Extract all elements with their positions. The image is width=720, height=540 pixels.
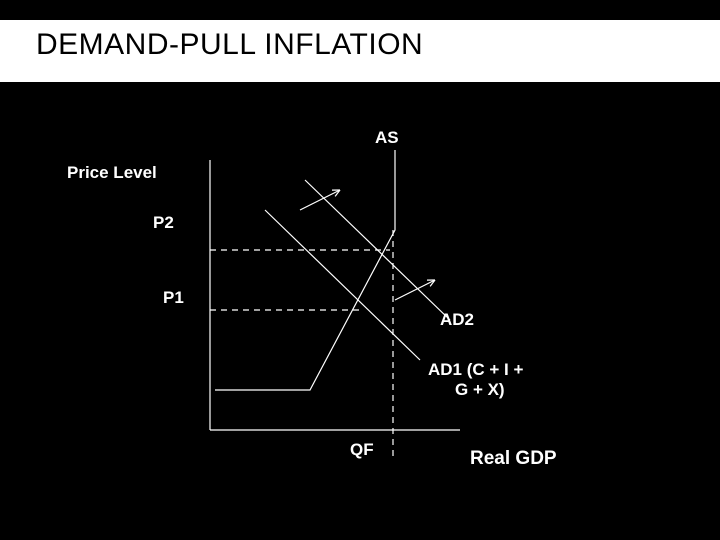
shift-arrow-upper <box>300 190 340 210</box>
as-curve <box>215 150 395 390</box>
shift-arrow-lower <box>395 280 435 300</box>
ad1-line <box>265 210 420 360</box>
diagram <box>0 0 720 540</box>
